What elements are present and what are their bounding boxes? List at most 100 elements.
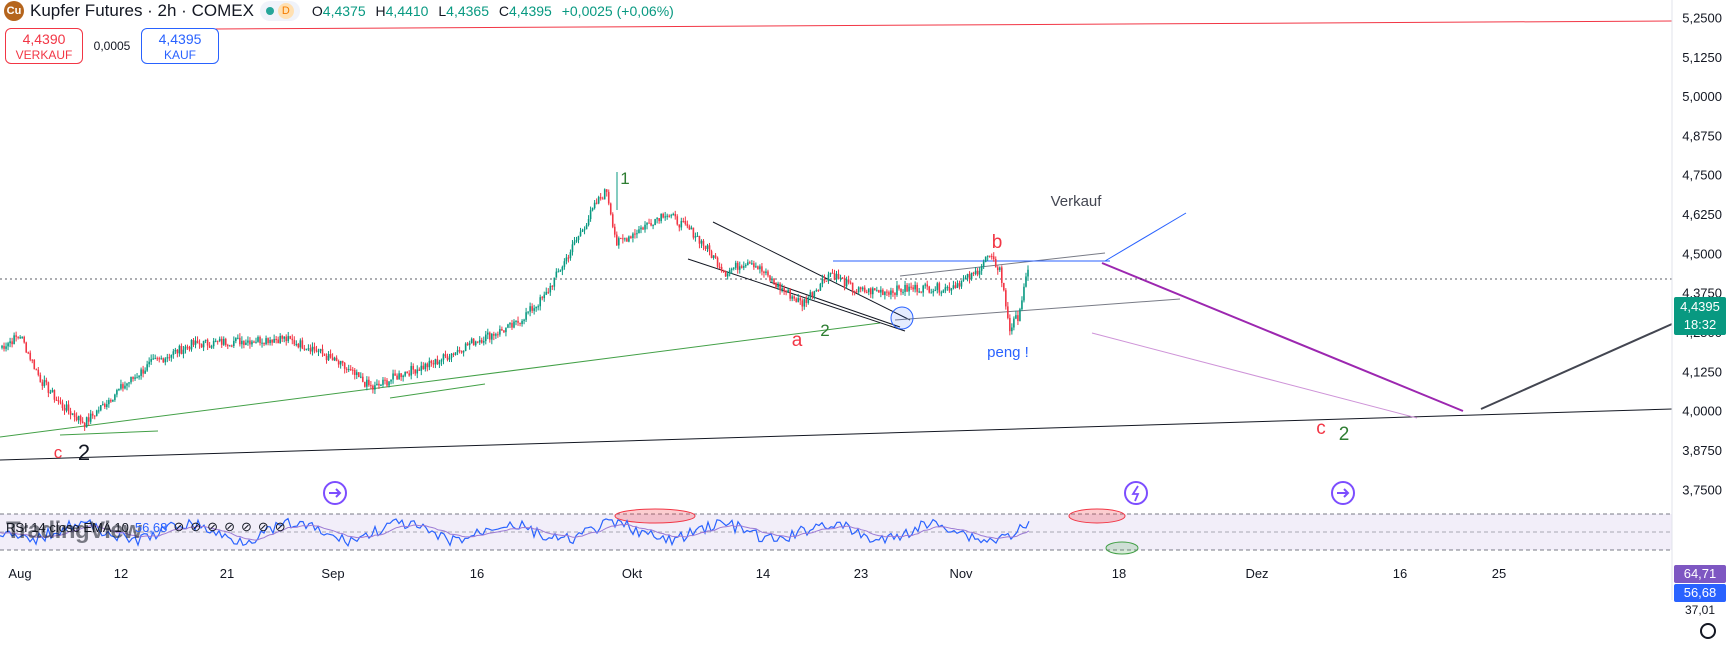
close-value: 4,4395 — [509, 3, 552, 19]
candle-body — [108, 400, 110, 405]
time-axis-tick: Sep — [321, 566, 344, 581]
candle-body — [761, 266, 763, 272]
candle-body — [666, 215, 668, 217]
candle-body — [607, 191, 610, 204]
candle-body — [220, 338, 223, 345]
trade-panel: 4,4390 VERKAUF 0,0005 4,4395 KAUF — [5, 28, 219, 64]
candle-body — [829, 272, 832, 275]
candle-body — [21, 336, 23, 338]
event-icon-row[interactable] — [323, 481, 1355, 505]
close-key: C — [498, 3, 509, 19]
price-axis[interactable]: 5,2500 5,1250 5,0000 4,8750 4,7500 4,6250 4,50… — [1682, 10, 1722, 497]
rsi-ma-line — [0, 523, 1030, 541]
candle-body — [996, 267, 999, 271]
candle-body — [674, 213, 677, 217]
candle-body — [648, 222, 650, 224]
candle-body — [938, 283, 941, 293]
candle-body — [634, 233, 636, 235]
time-axis[interactable]: Aug 12 21 Sep 16 Okt 14 23 Nov 18 Dez 16 25 — [8, 566, 1506, 581]
rsi-pane[interactable] — [0, 508, 1672, 555]
candle-body — [462, 351, 465, 353]
candle-body — [339, 360, 342, 365]
candle-body — [841, 277, 844, 279]
symbol-header[interactable]: Cu Kupfer Futures · 2h · COMEX D O4,4375… — [4, 0, 680, 22]
candle-body — [55, 399, 58, 401]
candle-body — [622, 238, 624, 240]
candle-body — [654, 219, 656, 226]
candle-body — [162, 358, 165, 363]
candle-body — [291, 338, 294, 341]
candle-body — [682, 220, 685, 222]
candle-body — [587, 219, 590, 225]
candle-body — [460, 350, 463, 353]
candle-body — [763, 271, 765, 274]
candle-body — [59, 401, 62, 403]
chart-note: peng ! — [987, 344, 1029, 361]
news-forward-icon-2[interactable] — [1331, 481, 1355, 505]
candle-body — [972, 272, 975, 274]
candle-body — [652, 225, 654, 227]
candle-body — [501, 329, 503, 331]
candle-body — [392, 373, 394, 380]
visibility-icons[interactable]: ⊘⊘⊘⊘⊘⊘⊘ — [173, 519, 292, 534]
candle-body — [898, 285, 900, 289]
candle-body — [228, 345, 231, 347]
candle-body — [35, 369, 38, 371]
candle-body — [740, 266, 743, 268]
candle-body — [1005, 290, 1007, 307]
candle-body — [456, 350, 459, 353]
candle-body — [930, 292, 933, 294]
candle-body — [122, 384, 124, 389]
candle-body — [896, 285, 898, 295]
candle-body — [360, 376, 362, 378]
candle-body — [628, 236, 630, 242]
candle-body — [178, 345, 181, 354]
candle-body — [39, 374, 42, 383]
candle-body — [269, 339, 271, 344]
candle-body — [271, 339, 273, 343]
candle-body — [73, 413, 76, 417]
candle-body — [200, 344, 203, 348]
price-axis-tick: 5,0000 — [1682, 89, 1722, 104]
candle-body — [616, 234, 618, 246]
sell-button[interactable]: 4,4390 VERKAUF — [5, 28, 83, 64]
candle-body — [571, 244, 574, 253]
candle-body — [263, 342, 265, 345]
candle-body — [581, 230, 584, 232]
rsi-label[interactable]: RSI 14 close EMA 10 — [6, 519, 129, 535]
candle-body — [738, 266, 741, 270]
candle-body — [513, 321, 515, 328]
candle-body — [757, 266, 759, 270]
candle-body — [867, 288, 870, 293]
candle-body — [430, 360, 433, 364]
candle-body — [565, 257, 568, 262]
delayed-badge: D — [277, 3, 294, 19]
candle-body — [787, 290, 789, 293]
candle-body — [33, 359, 36, 370]
symbol-title[interactable]: Kupfer Futures · 2h · COMEX — [30, 1, 254, 20]
candle-body — [404, 371, 406, 376]
candle-body — [353, 370, 356, 375]
candle-body — [170, 355, 173, 358]
candle-body — [745, 265, 747, 267]
candle-body — [765, 271, 767, 274]
status-pill[interactable]: D — [259, 1, 300, 21]
candle-body — [706, 245, 709, 249]
candle-body — [577, 236, 580, 240]
time-axis-tick: 23 — [854, 566, 868, 581]
candle-body — [95, 410, 98, 416]
rsi-legend[interactable]: RSI 14 close EMA 10 56,68 ⊘⊘⊘⊘⊘⊘⊘ — [6, 519, 292, 535]
candle-body — [827, 274, 830, 282]
lightning-event-icon[interactable] — [1124, 481, 1148, 505]
candle-body — [378, 383, 380, 386]
news-forward-icon[interactable] — [323, 481, 347, 505]
candle-body — [736, 262, 739, 270]
candle-body — [700, 240, 703, 244]
candle-body — [390, 379, 392, 382]
settings-gear-icon[interactable] — [1700, 623, 1716, 639]
candle-body — [176, 349, 179, 354]
buy-button[interactable]: 4,4395 KAUF — [141, 28, 219, 64]
candle-body — [355, 372, 358, 375]
candle-body — [210, 346, 213, 348]
